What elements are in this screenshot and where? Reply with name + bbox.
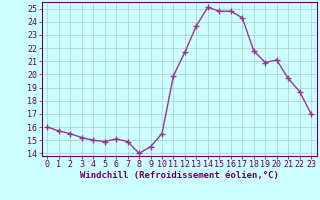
X-axis label: Windchill (Refroidissement éolien,°C): Windchill (Refroidissement éolien,°C) <box>80 171 279 180</box>
